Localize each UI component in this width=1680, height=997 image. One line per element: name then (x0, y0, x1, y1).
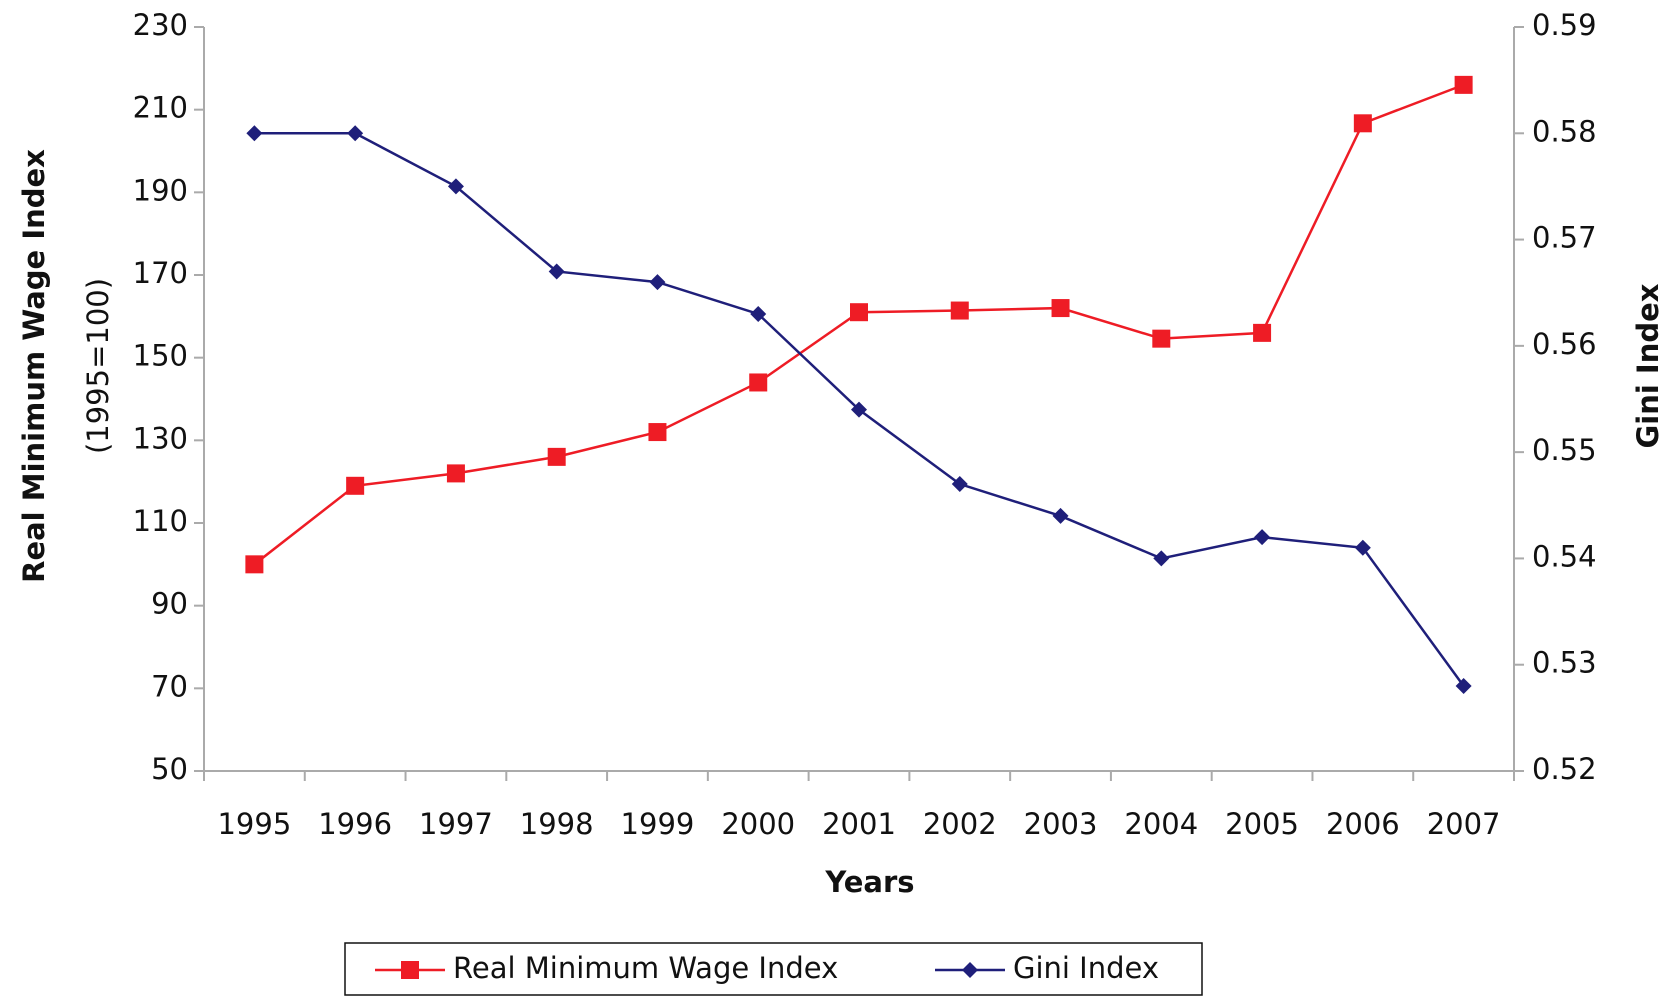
x-tick-label: 2005 (1225, 807, 1299, 841)
y-axis-sublabel: (1995=100) (81, 278, 115, 454)
y2-tick-label: 0.53 (1532, 646, 1597, 680)
legend-label: Gini Index (1013, 951, 1159, 985)
y2-tick-label: 0.59 (1532, 8, 1597, 42)
legend-marker (401, 961, 419, 979)
data-point (548, 263, 565, 280)
y2-tick-label: 0.58 (1532, 114, 1597, 148)
data-point (649, 274, 666, 291)
y2-tick-label: 0.55 (1532, 433, 1597, 467)
y-axis-label: Real Minimum Wage Index (17, 149, 51, 583)
y-tick-label: 210 (133, 91, 188, 125)
data-point (1455, 677, 1472, 694)
legend-marker (962, 962, 978, 978)
data-point (547, 447, 566, 466)
y2-tick-label: 0.52 (1532, 752, 1597, 786)
y-tick-label: 70 (151, 669, 188, 703)
y2-tick-label: 0.57 (1532, 221, 1597, 255)
legend-box (344, 942, 1203, 996)
data-point (1153, 550, 1170, 567)
data-point (1253, 323, 1272, 342)
data-point (447, 178, 464, 195)
series-line (253, 83, 1465, 566)
data-point (749, 373, 768, 392)
y2-tick-label: 0.54 (1532, 539, 1597, 573)
y-tick-label: 90 (151, 587, 188, 621)
data-point (1051, 299, 1070, 318)
data-point (1354, 539, 1371, 556)
data-point (851, 401, 867, 418)
y-tick-label: 110 (133, 504, 188, 538)
y-tick-label: 150 (133, 339, 188, 373)
data-point (1152, 329, 1171, 348)
x-tick-label: 1997 (419, 807, 493, 841)
x-tick-label: 2000 (721, 807, 795, 841)
x-tick-label: 1998 (520, 807, 594, 841)
y-tick-label: 130 (133, 421, 188, 455)
x-tick-label: 2006 (1326, 807, 1400, 841)
data-point (446, 464, 465, 483)
x-tick-label: 2007 (1427, 807, 1501, 841)
x-tick-label: 1999 (621, 807, 695, 841)
y2-tick-label: 0.56 (1532, 327, 1597, 361)
data-point (347, 125, 364, 142)
y-tick-label: 230 (133, 8, 188, 42)
y-tick-label: 50 (151, 752, 188, 786)
data-point (246, 125, 263, 142)
x-axis-label: Years (824, 865, 914, 899)
data-point (1353, 114, 1372, 133)
data-point (1254, 529, 1271, 546)
x-tick-label: 2003 (1024, 807, 1098, 841)
data-point (750, 305, 767, 322)
y-tick-label: 170 (133, 256, 188, 290)
data-point (346, 476, 365, 495)
x-tick-label: 1996 (318, 807, 392, 841)
data-point (850, 303, 868, 322)
y-tick-label: 190 (133, 173, 188, 207)
data-point (951, 476, 968, 493)
x-tick-label: 1995 (217, 807, 291, 841)
x-tick-label: 2002 (923, 807, 997, 841)
x-tick-label: 2004 (1124, 807, 1198, 841)
data-point (950, 301, 969, 320)
data-point (245, 555, 264, 574)
data-point (1454, 75, 1473, 94)
x-tick-label: 2001 (822, 807, 896, 841)
legend-label: Real Minimum Wage Index (453, 951, 838, 985)
data-point (648, 423, 667, 442)
data-point (1052, 507, 1069, 524)
y2-axis-label: Gini Index (1631, 283, 1665, 448)
